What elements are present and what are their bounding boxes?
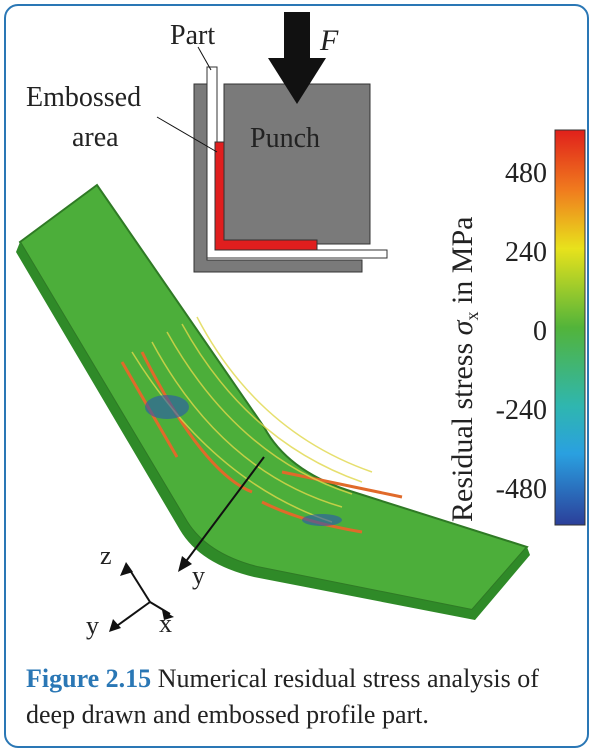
caption: Figure 2.15 Numerical residual stress an… bbox=[26, 661, 586, 733]
colorbar-label: Residual stress σx in MPa bbox=[446, 217, 485, 522]
embossed-label: area bbox=[72, 122, 119, 153]
colorbar-tick-label: -240 bbox=[496, 395, 547, 426]
colorbar-tick-label: -480 bbox=[496, 474, 547, 505]
caption-label: Figure 2.15 bbox=[26, 664, 151, 693]
axis-arrow bbox=[109, 619, 121, 632]
embossed-label: Embossed bbox=[26, 82, 141, 113]
low-stress bbox=[145, 395, 189, 419]
colorbar bbox=[555, 130, 585, 525]
punch-label: Punch bbox=[250, 123, 320, 154]
label-part: Residual stress bbox=[446, 343, 479, 522]
section-label: y bbox=[192, 561, 205, 590]
label-part: σ bbox=[446, 319, 479, 335]
colorbar-tick-label: 240 bbox=[505, 237, 547, 268]
label-part: in MPa bbox=[446, 217, 479, 305]
figure-frame: y z x y Part F Embossed area Punch 480 24… bbox=[4, 4, 589, 748]
force-label: F bbox=[319, 24, 339, 57]
colorbar-tick-label: 480 bbox=[505, 158, 547, 189]
colorbar-tick-label: 0 bbox=[533, 316, 547, 347]
section-arrow bbox=[178, 556, 192, 572]
label-part: x bbox=[462, 312, 482, 321]
punch bbox=[224, 84, 370, 244]
force-arrow bbox=[284, 12, 310, 60]
part-label: Part bbox=[170, 20, 215, 51]
axis-label: z bbox=[100, 541, 112, 570]
axis-label: y bbox=[86, 611, 99, 640]
axis-arrow bbox=[120, 562, 133, 576]
colorbar-ticks: 480 240 0 -240 -480 bbox=[496, 158, 547, 505]
low-stress bbox=[302, 514, 342, 526]
figure: y z x y Part F Embossed area Punch 480 24… bbox=[4, 4, 587, 642]
axis-label: x bbox=[159, 609, 172, 638]
